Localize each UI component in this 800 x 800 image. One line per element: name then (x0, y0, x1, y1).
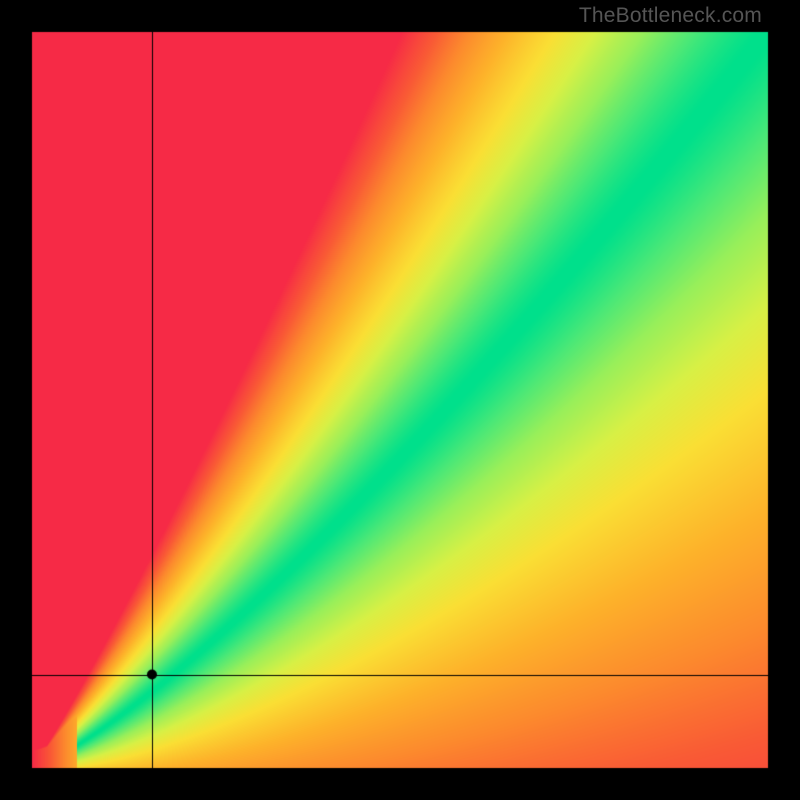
bottleneck-heatmap (0, 0, 800, 800)
source-watermark: TheBottleneck.com (579, 4, 762, 28)
chart-container: TheBottleneck.com (0, 0, 800, 800)
